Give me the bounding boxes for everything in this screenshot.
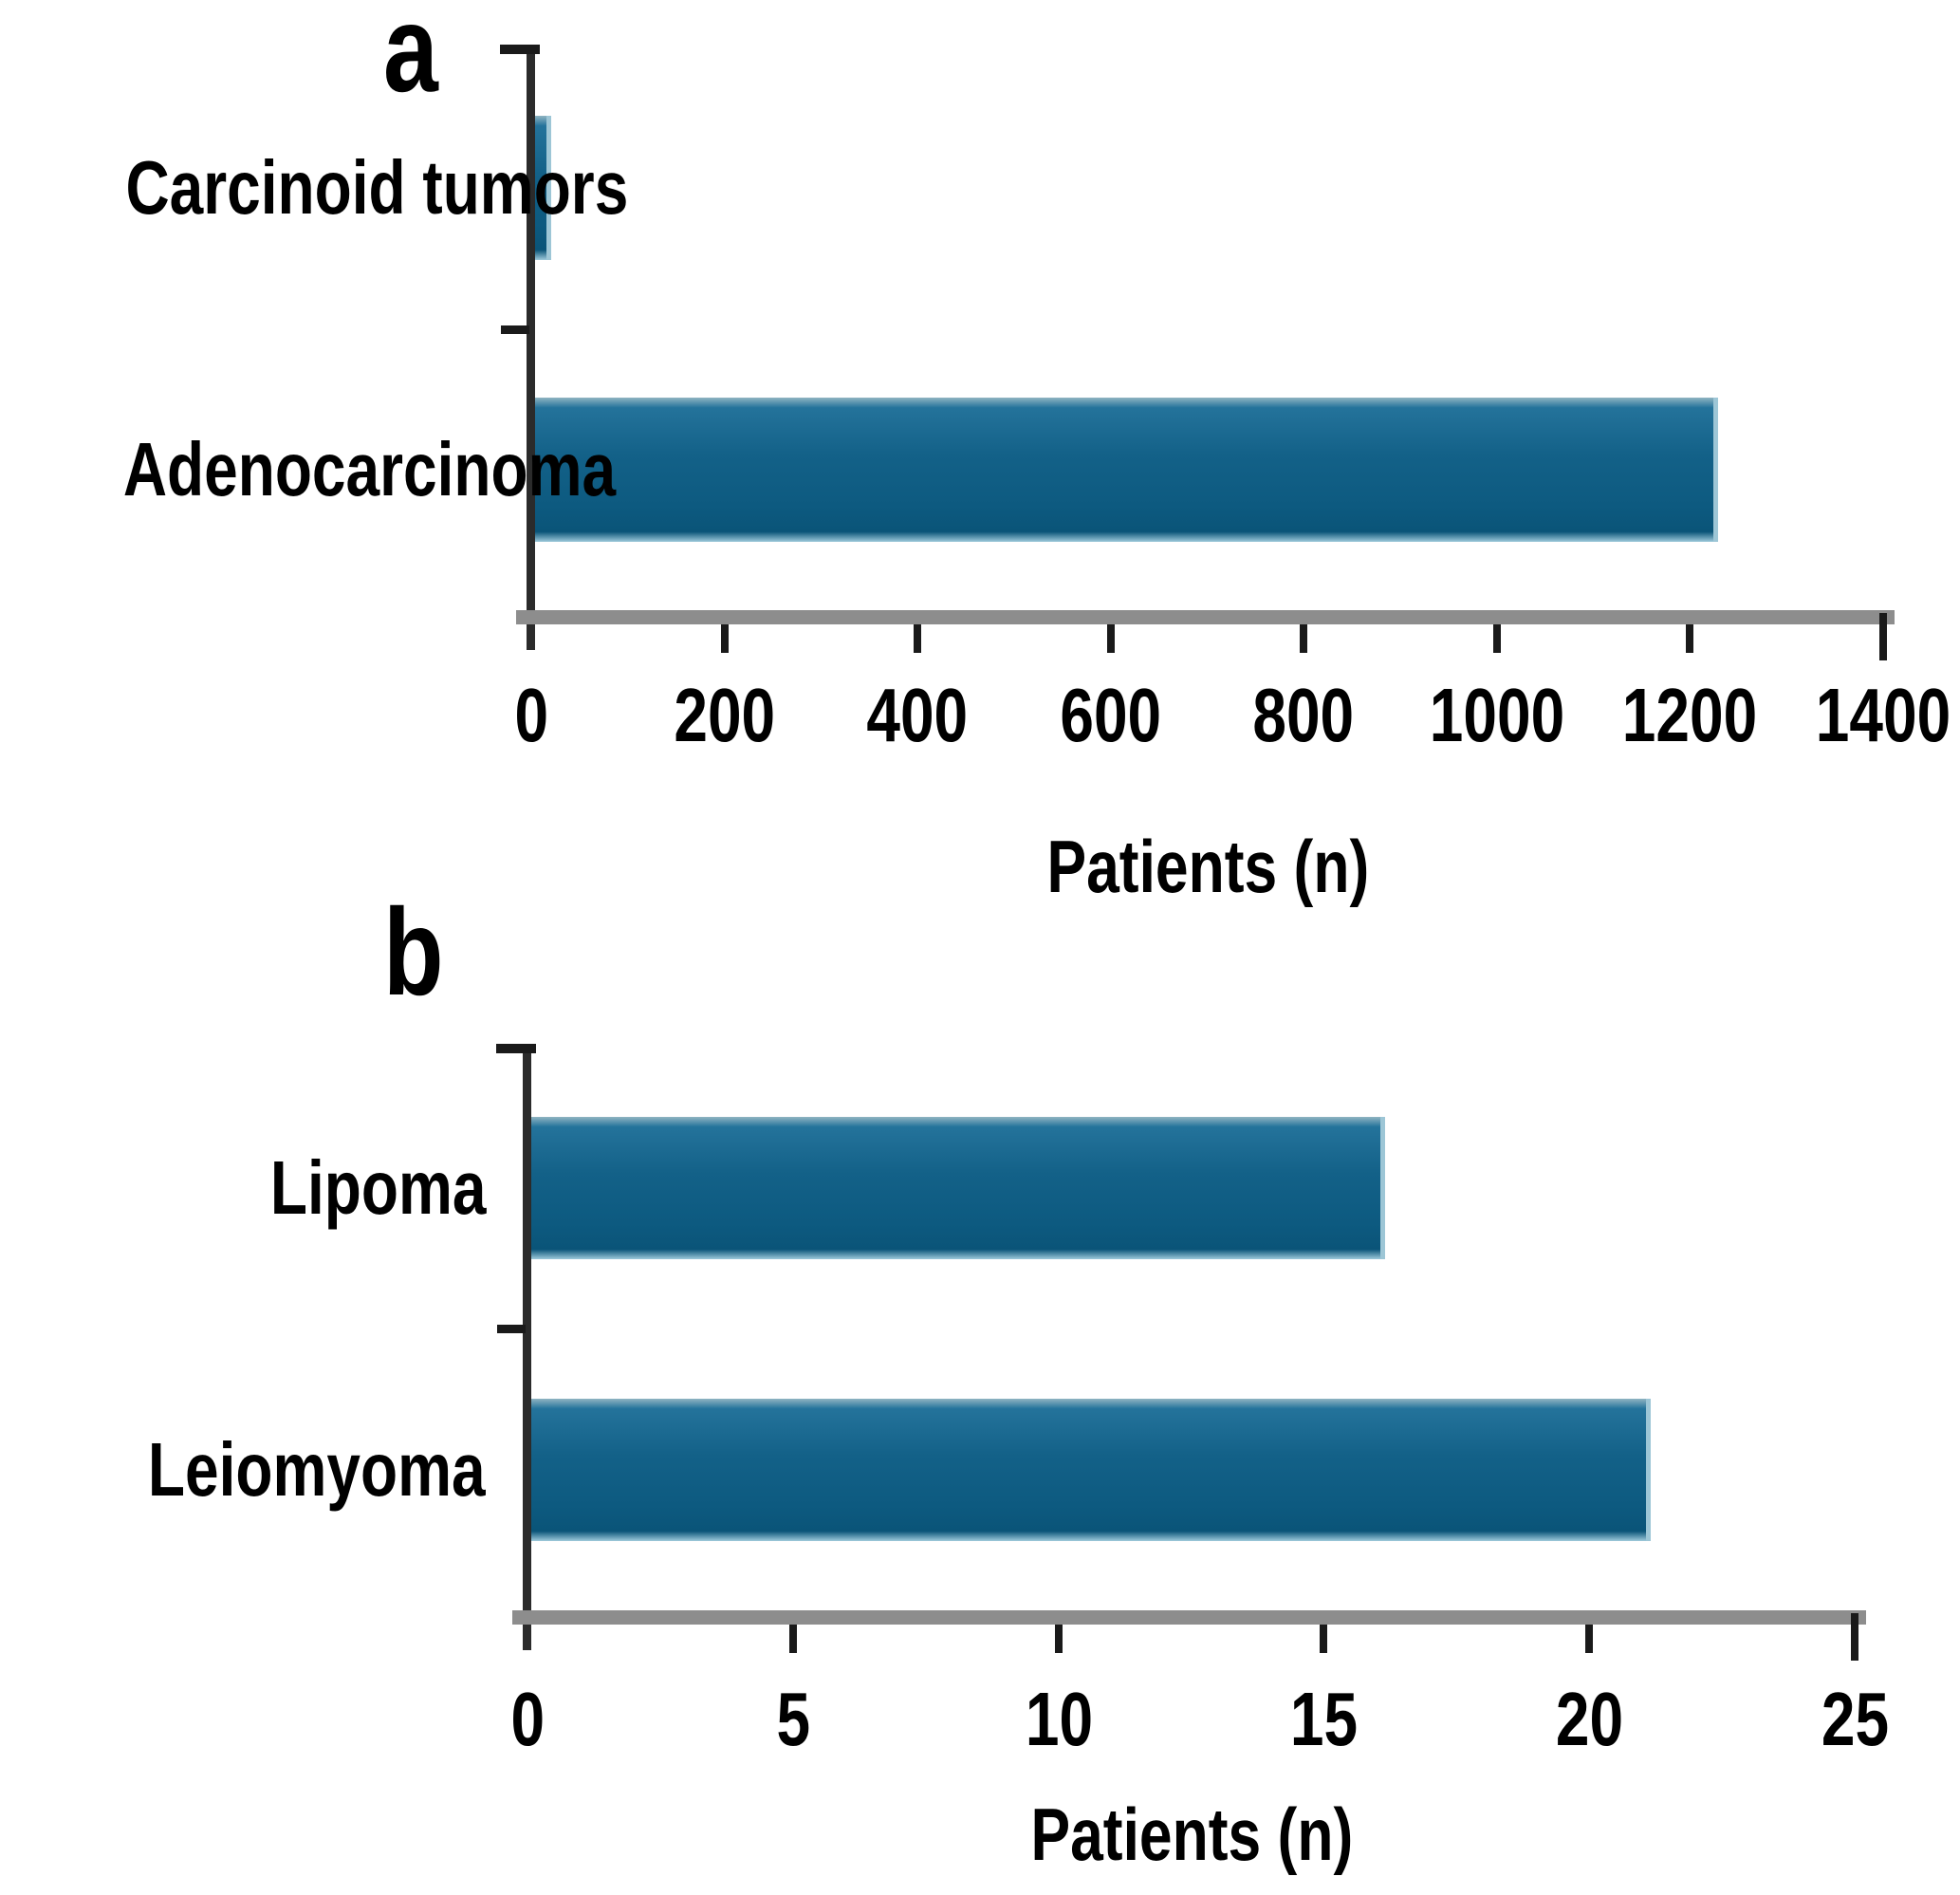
x-axis-title: Patients (n) xyxy=(1046,825,1369,908)
x-tick-label-1000: 1000 xyxy=(1429,673,1565,757)
x-tick-label-5: 5 xyxy=(776,1677,810,1761)
x-tick-label-0: 0 xyxy=(514,673,548,757)
category-label-lipoma: Lipoma xyxy=(269,1145,486,1230)
y-axis-mid-tick xyxy=(501,325,529,334)
bar-adenocarcinoma xyxy=(535,398,1718,542)
x-tick-600 xyxy=(1107,624,1115,653)
x-tick-label-25: 25 xyxy=(1821,1677,1889,1761)
x-axis-baseline xyxy=(512,1610,1866,1625)
y-axis-line xyxy=(523,1047,531,1650)
x-tick-10 xyxy=(1055,1625,1063,1653)
x-tick-800 xyxy=(1300,624,1307,653)
x-tick-400 xyxy=(914,624,921,653)
bar-leiomyoma xyxy=(531,1399,1651,1541)
x-tick-label-20: 20 xyxy=(1555,1677,1623,1761)
x-tick-label-200: 200 xyxy=(674,673,776,757)
x-tick-1200 xyxy=(1686,624,1693,653)
x-tick-15 xyxy=(1320,1625,1327,1653)
category-label-leiomyoma: Leiomyoma xyxy=(148,1427,486,1512)
x-tick-1000 xyxy=(1493,624,1501,653)
x-axis-title: Patients (n) xyxy=(1030,1793,1353,1876)
x-tick-label-15: 15 xyxy=(1289,1677,1358,1761)
y-axis-top-tick xyxy=(500,45,540,54)
x-tick-1400 xyxy=(1879,613,1887,660)
x-axis-baseline xyxy=(516,610,1895,624)
x-tick-20 xyxy=(1585,1625,1593,1653)
x-tick-200 xyxy=(721,624,729,653)
x-tick-label-400: 400 xyxy=(866,673,969,757)
x-tick-label-800: 800 xyxy=(1252,673,1355,757)
x-tick-label-1200: 1200 xyxy=(1621,673,1758,757)
category-label-adenocarcinoma: Adenocarcinoma xyxy=(122,427,617,511)
category-label-carcinoid-tumors: Carcinoid tumors xyxy=(125,145,629,230)
panel-a-letter: a xyxy=(383,0,438,118)
bar-carcinoid-tumors xyxy=(535,116,551,260)
panel-b-letter: b xyxy=(383,882,444,1021)
x-tick-label-0: 0 xyxy=(510,1677,545,1761)
y-axis-line xyxy=(527,47,535,650)
x-tick-label-10: 10 xyxy=(1025,1677,1093,1761)
x-tick-label-600: 600 xyxy=(1060,673,1162,757)
y-axis-mid-tick xyxy=(497,1325,526,1333)
x-tick-5 xyxy=(789,1625,797,1653)
y-axis-top-tick xyxy=(496,1044,536,1053)
bar-lipoma xyxy=(531,1117,1385,1259)
x-tick-25 xyxy=(1851,1613,1858,1661)
x-tick-label-1400: 1400 xyxy=(1815,673,1951,757)
